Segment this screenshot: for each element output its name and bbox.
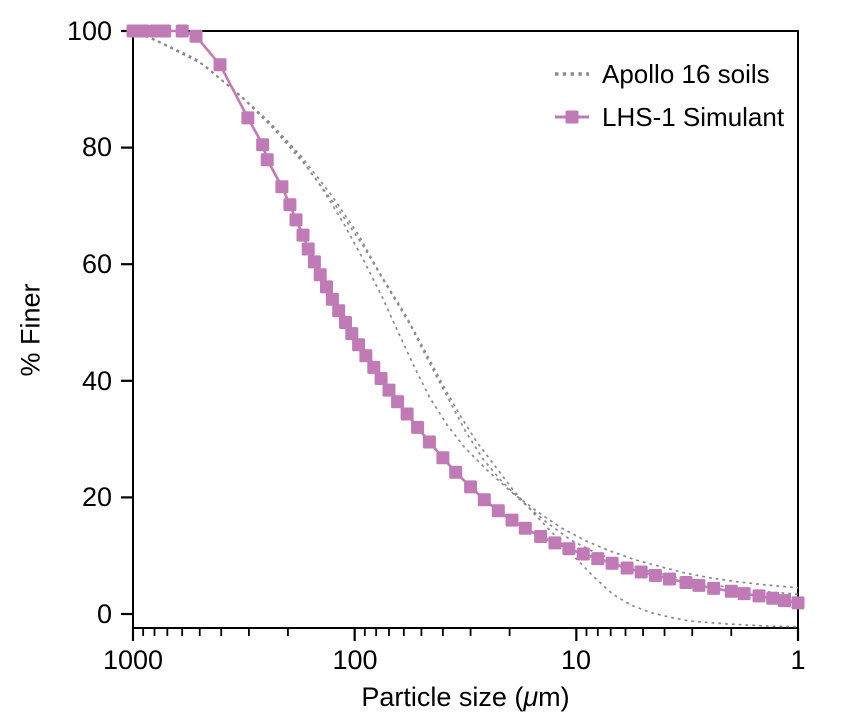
y-tick-label: 100 — [66, 16, 112, 46]
lhs-1-simulant-marker — [422, 435, 436, 449]
lhs-1-simulant-marker — [213, 58, 227, 72]
lhs-1-simulant-marker — [591, 552, 605, 566]
x-tick-label: 1000 — [102, 645, 164, 675]
legend-label: Apollo 16 soils — [602, 58, 770, 89]
lhs-1-simulant-marker — [692, 578, 706, 592]
lhs-1-simulant-marker — [345, 327, 359, 341]
lhs-1-simulant-marker — [275, 180, 289, 194]
dotted-line-icon — [555, 72, 589, 76]
lhs-1-simulant-marker — [313, 268, 327, 282]
lhs-1-simulant-marker — [679, 576, 693, 589]
x-tick-label: 10 — [560, 645, 592, 675]
lhs-1-simulant-marker — [136, 24, 150, 38]
lhs-1-simulant-marker — [634, 565, 648, 579]
lhs-1-simulant-marker — [339, 316, 352, 329]
lhs-1-simulant-marker — [352, 338, 366, 352]
lhs-1-simulant-marker — [766, 591, 780, 605]
lhs-1-simulant-marker — [464, 480, 478, 494]
apollo-16-soil-2-line — [132, 30, 799, 596]
y-tick-label: 80 — [81, 132, 112, 162]
lhs-1-simulant-marker — [374, 372, 388, 385]
legend-item-apollo-16-soils: Apollo 16 soils — [553, 59, 784, 89]
lhs-1-simulant-marker — [296, 228, 310, 242]
lhs-1-simulant-marker — [548, 536, 562, 550]
lhs-1-simulant-marker — [307, 255, 321, 269]
lhs-1-simulant-marker — [325, 292, 339, 306]
square-marker-icon — [555, 110, 589, 124]
lhs-1-simulant-marker — [411, 420, 425, 434]
lhs-1-simulant-marker — [241, 111, 255, 125]
lhs-1-simulant-marker — [562, 542, 576, 556]
lhs-1-simulant-marker — [158, 24, 172, 38]
apollo-16-soil-3-line — [132, 30, 799, 628]
y-tick-label: 20 — [81, 482, 112, 512]
lhs-1-simulant-marker — [605, 556, 619, 570]
lhs-1-simulant-marker — [620, 561, 634, 575]
y-tick-label: 60 — [81, 249, 112, 279]
lhs-1-simulant-marker — [391, 395, 405, 409]
lhs-1-simulant-marker — [477, 493, 491, 507]
lhs-1-simulant-marker — [189, 29, 203, 43]
lhs-1-simulant-marker — [332, 304, 346, 318]
lhs-1-simulant-marker — [791, 596, 805, 610]
legend-label: LHS-1 Simulant — [602, 101, 785, 132]
lhs-1-simulant-marker — [400, 407, 414, 421]
apollo-16-soil-1-line — [132, 30, 799, 589]
lhs-1-simulant-marker — [320, 280, 333, 294]
lhs-1-simulant-marker — [436, 451, 450, 465]
y-axis-title: % Finer — [15, 283, 46, 377]
lhs-1-simulant-marker — [126, 24, 140, 38]
lhs-1-simulant-marker — [382, 383, 396, 397]
lhs-1-simulant-marker — [518, 521, 532, 535]
lhs-1-simulant-marker — [449, 465, 463, 479]
lhs-1-simulant-marker — [491, 504, 505, 518]
lhs-1-simulant-marker — [663, 572, 676, 586]
lhs-1-simulant-marker — [260, 153, 274, 167]
lhs-1-simulant-marker — [707, 581, 721, 595]
lhs-1-simulant-marker — [256, 138, 270, 152]
x-tick-label: 100 — [332, 645, 378, 675]
lhs-1-simulant-marker — [289, 213, 303, 227]
lhs-1-simulant-marker — [283, 198, 297, 212]
x-tick-label: 1 — [790, 645, 806, 675]
lhs-1-simulant-marker — [778, 594, 791, 608]
lhs-1-simulant-marker — [752, 589, 766, 603]
legend: Apollo 16 soils LHS-1 Simulant — [553, 59, 784, 145]
legend-item-lhs-1-simulant: LHS-1 Simulant — [553, 102, 784, 132]
lhs-1-simulant-marker — [724, 584, 738, 598]
lhs-1-simulant-marker — [737, 587, 751, 601]
x-axis-title: Particle size (μm) — [361, 682, 570, 712]
lhs-1-simulant-marker — [359, 349, 373, 363]
lhs-1-simulant-marker — [505, 513, 519, 527]
plot-frame — [132, 30, 799, 629]
lhs-1-simulant-marker — [175, 24, 189, 38]
lhs-1-simulant-marker — [648, 569, 662, 582]
lhs-1-simulant-marker — [534, 530, 548, 543]
y-tick-label: 40 — [81, 366, 112, 396]
lhs-1-simulant-marker — [367, 360, 381, 374]
lhs-1-simulant-marker — [576, 547, 590, 561]
lhs-1-simulant-marker — [301, 242, 315, 256]
y-tick-label: 0 — [96, 599, 112, 629]
